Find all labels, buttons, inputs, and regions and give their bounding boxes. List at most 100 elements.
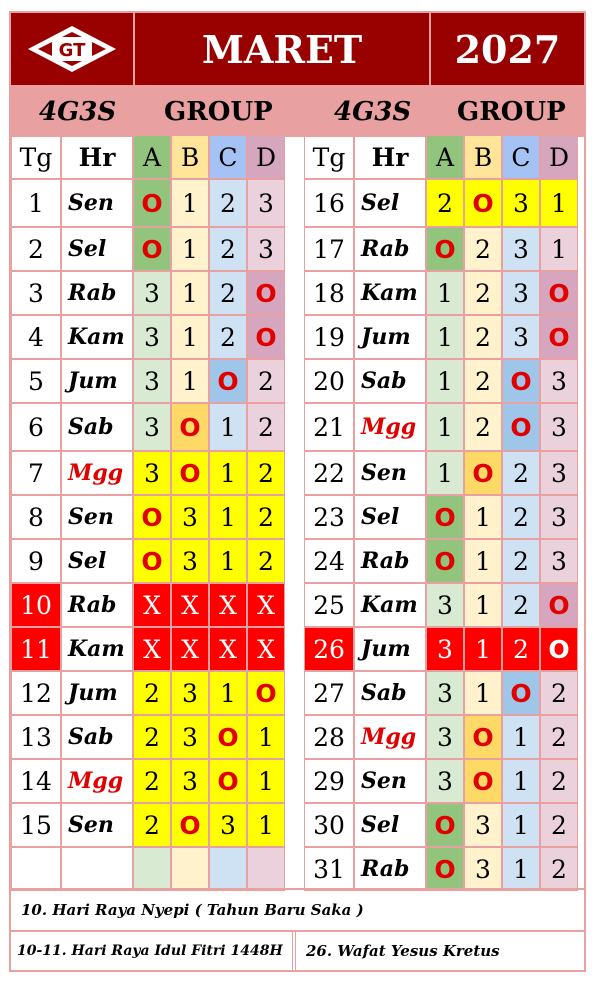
table-row: 5 Jum 3 1 O 2 bbox=[11, 359, 285, 403]
tg-header: Tg bbox=[304, 135, 354, 179]
holiday-note-left: 10-11. Hari Raya Idul Fitri 1448H bbox=[11, 932, 296, 970]
day-cell bbox=[61, 847, 133, 891]
group-b-cell bbox=[171, 847, 209, 891]
group-b-cell: 1 bbox=[171, 179, 209, 227]
group-c-cell: 3 bbox=[502, 227, 540, 271]
group-a-cell: 1 bbox=[426, 271, 464, 315]
date-cell: 6 bbox=[11, 403, 61, 451]
holiday-note-right: 26. Wafat Yesus Kretus bbox=[306, 942, 500, 960]
table-row: 7 Mgg 3 O 1 2 bbox=[11, 451, 285, 495]
group-a-cell: 2 bbox=[133, 671, 171, 715]
day-cell: Sel bbox=[354, 495, 426, 539]
table-row: 14 Mgg 2 3 O 1 bbox=[11, 759, 285, 803]
group-b-cell: X bbox=[171, 627, 209, 671]
date-cell: 23 bbox=[304, 495, 354, 539]
day-cell: Sab bbox=[61, 715, 133, 759]
day-cell: Jum bbox=[61, 359, 133, 403]
table-row: 17 Rab O 2 3 1 bbox=[304, 227, 578, 271]
subheader: 4G3S GROUP 4G3S GROUP bbox=[11, 85, 584, 137]
group-c-cell: 2 bbox=[502, 451, 540, 495]
group-a-cell: O bbox=[426, 847, 464, 891]
day-cell: Kam bbox=[354, 583, 426, 627]
group-a-cell: 3 bbox=[133, 451, 171, 495]
table-row: 6 Sab 3 O 1 2 bbox=[11, 403, 285, 451]
date-cell: 31 bbox=[304, 847, 354, 891]
date-cell: 12 bbox=[11, 671, 61, 715]
group-a-cell: 3 bbox=[426, 715, 464, 759]
date-cell: 13 bbox=[11, 715, 61, 759]
right-column-header: Tg Hr A B C D bbox=[304, 135, 578, 179]
group-d-cell: 2 bbox=[247, 451, 285, 495]
group-b-cell: 3 bbox=[171, 759, 209, 803]
day-cell: Sen bbox=[354, 451, 426, 495]
table-row: 12 Jum 2 3 1 O bbox=[11, 671, 285, 715]
group-d-cell: O bbox=[540, 315, 578, 359]
group-a-cell: 3 bbox=[426, 759, 464, 803]
table-row: 4 Kam 3 1 2 O bbox=[11, 315, 285, 359]
group-b-cell: O bbox=[464, 451, 502, 495]
date-cell: 25 bbox=[304, 583, 354, 627]
date-cell: 20 bbox=[304, 359, 354, 403]
group-d-cell: X bbox=[247, 627, 285, 671]
group-c-cell: 1 bbox=[209, 671, 247, 715]
date-cell: 16 bbox=[304, 179, 354, 227]
group-b-cell: 3 bbox=[171, 715, 209, 759]
group-a-cell bbox=[133, 847, 171, 891]
group-b-cell: 3 bbox=[464, 803, 502, 847]
group-c-cell: 1 bbox=[502, 803, 540, 847]
left-code: 4G3S bbox=[39, 97, 117, 127]
group-c-cell: O bbox=[209, 359, 247, 403]
group-b-header: B bbox=[171, 135, 209, 179]
group-b-cell: O bbox=[464, 715, 502, 759]
date-cell: 24 bbox=[304, 539, 354, 583]
group-d-header: D bbox=[540, 135, 578, 179]
day-cell: Kam bbox=[61, 315, 133, 359]
group-a-cell: 3 bbox=[133, 271, 171, 315]
group-c-cell: 2 bbox=[502, 495, 540, 539]
group-a-cell: 3 bbox=[426, 671, 464, 715]
group-c-cell: 1 bbox=[502, 847, 540, 891]
group-b-cell: 1 bbox=[464, 627, 502, 671]
table-row: 13 Sab 2 3 O 1 bbox=[11, 715, 285, 759]
group-b-cell: 2 bbox=[464, 359, 502, 403]
group-a-cell: O bbox=[426, 803, 464, 847]
day-cell: Sel bbox=[354, 803, 426, 847]
table-row: 27 Sab 3 1 O 2 bbox=[304, 671, 578, 715]
group-d-header: D bbox=[247, 135, 285, 179]
group-d-cell: 3 bbox=[540, 539, 578, 583]
group-c-cell: O bbox=[209, 759, 247, 803]
group-c-cell: 2 bbox=[209, 315, 247, 359]
group-a-cell: 3 bbox=[426, 583, 464, 627]
group-b-cell: 1 bbox=[464, 539, 502, 583]
group-d-cell: 1 bbox=[540, 179, 578, 227]
group-c-cell: 3 bbox=[502, 315, 540, 359]
group-c-cell: 1 bbox=[209, 495, 247, 539]
group-c-cell: O bbox=[502, 403, 540, 451]
group-c-cell: 2 bbox=[209, 227, 247, 271]
group-d-cell: 1 bbox=[247, 803, 285, 847]
day-cell: Sab bbox=[354, 671, 426, 715]
day-cell: Mgg bbox=[61, 451, 133, 495]
group-a-cell: O bbox=[426, 495, 464, 539]
group-b-cell: 2 bbox=[464, 403, 502, 451]
group-d-cell: O bbox=[540, 271, 578, 315]
group-a-cell: X bbox=[133, 627, 171, 671]
group-a-cell: 3 bbox=[133, 403, 171, 451]
table-row bbox=[11, 847, 285, 891]
group-c-cell: O bbox=[502, 671, 540, 715]
group-b-cell: 1 bbox=[464, 495, 502, 539]
group-c-cell: 1 bbox=[502, 715, 540, 759]
group-a-cell: 3 bbox=[133, 359, 171, 403]
table-row: 25 Kam 3 1 2 O bbox=[304, 583, 578, 627]
table-row: 18 Kam 1 2 3 O bbox=[304, 271, 578, 315]
group-d-cell: 3 bbox=[540, 451, 578, 495]
day-cell: Sen bbox=[61, 179, 133, 227]
day-cell: Mgg bbox=[354, 715, 426, 759]
group-a-cell: 2 bbox=[133, 759, 171, 803]
group-d-cell: X bbox=[247, 583, 285, 627]
day-cell: Mgg bbox=[354, 403, 426, 451]
group-b-cell: 3 bbox=[171, 495, 209, 539]
group-d-cell: 1 bbox=[540, 227, 578, 271]
date-cell: 27 bbox=[304, 671, 354, 715]
table-row: 21 Mgg 1 2 O 3 bbox=[304, 403, 578, 451]
